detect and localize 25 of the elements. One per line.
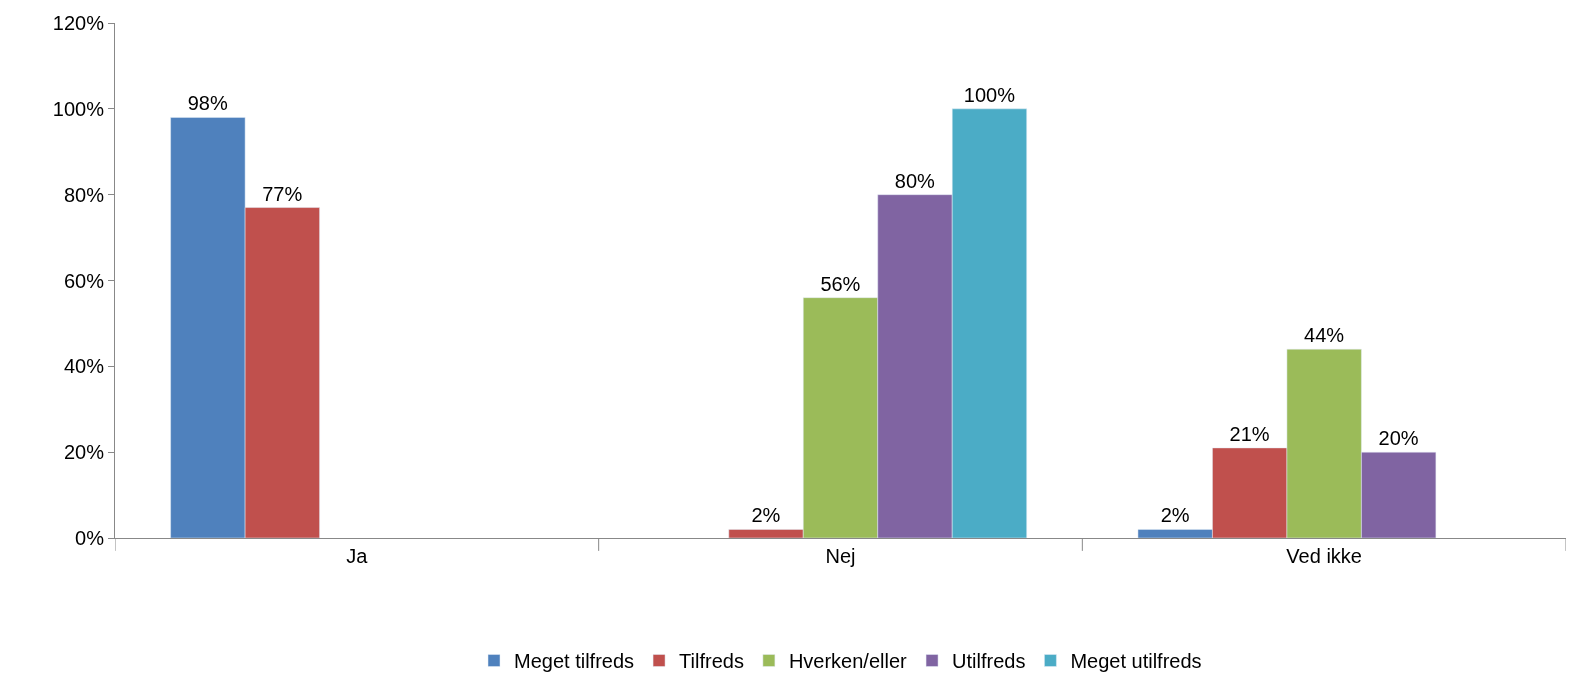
x-tick-label: Ved ikke [1286,545,1362,567]
y-tick-label: 0% [75,527,105,549]
data-label: 100% [963,83,1016,106]
x-tick-label: Nej [825,545,856,567]
legend-label: Meget tilfreds [514,650,635,673]
data-label: 2% [1160,504,1190,527]
legend-label: Tilfreds [679,650,744,673]
x-tick-label: Ja [346,545,369,567]
y-tick-label: 20% [63,441,105,464]
y-tick-label: 40% [63,355,105,378]
data-label: 98% [187,92,228,115]
data-label: 2% [751,504,781,527]
data-label: 21% [1229,422,1270,445]
y-tick-label: 120% [52,12,105,34]
legend-label: Meget utilfreds [1070,650,1202,673]
data-label: 56% [820,272,861,295]
legend-label: Utilfreds [952,650,1026,673]
data-label: 20% [1378,427,1419,450]
data-label: 44% [1304,324,1345,347]
y-tick-label: 100% [52,97,105,120]
y-tick-label: 80% [63,183,105,206]
legend-label: Hverken/eller [788,650,908,673]
data-label: 80% [894,169,936,192]
y-tick-label: 60% [63,269,105,292]
data-label: 77% [262,182,303,205]
